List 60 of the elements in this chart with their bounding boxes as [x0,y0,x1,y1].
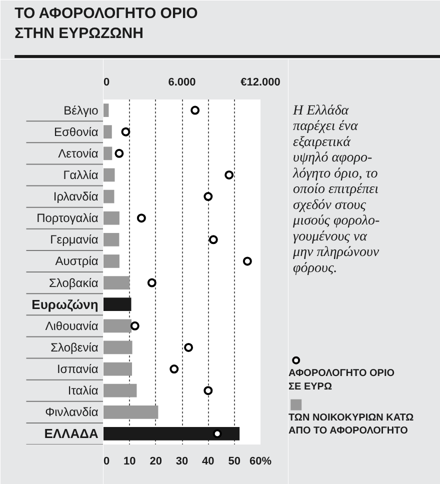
y-tick-label: Εσθονία [54,124,98,139]
x-tick-label: 30 [176,456,188,468]
legend-label: ΑΦΟΡΟΛΟΓΗΤΟ ΟΡΙΟ ΣΕ ΕΥΡΩ [288,368,395,392]
bar [104,384,137,398]
bar [104,319,132,333]
bar [104,104,109,117]
legend-label: ΤΩΝ ΝΟΙΚΟΚΥΡΙΩΝ ΚΑΤΩ ΑΠΟ ΤΟ ΑΦΟΡΟΛΟΓΗΤΟ [288,412,414,437]
point [204,386,213,396]
point [224,170,234,180]
point [147,278,156,288]
point [130,321,140,330]
x-tick-label: 60% [249,456,272,468]
y-tick-label: ΕΛΛΑΔΑ [44,426,99,442]
bar [104,190,114,204]
x2-tick-label: 6.000 [168,76,196,88]
point [170,364,179,374]
point [121,127,130,136]
x2-tick-label: €12.000 [240,76,280,88]
y-tick-label: Γαλλία [63,168,98,182]
x-tick-label: 50 [228,456,240,468]
chart-title: ΤΟ ΑΦΟΡΟΛΟΓΗΤΟ ΟΡΙΟ ΣΤΗΝ ΕΥΡΩΖΩΝΗ [14,5,198,42]
y-tick-label: Ισπανία [56,362,98,376]
x-tick-label: 40 [202,456,214,468]
point [184,342,194,352]
bar [104,146,112,160]
y-tick-label: Αυστρία [55,254,98,268]
y-tick-label: Ιταλία [68,384,98,398]
y-tick-label: Φινλανδία [45,405,98,420]
point [208,235,218,244]
point [212,429,222,438]
y-tick-label: Σλοβενία [50,340,98,354]
point [114,148,124,158]
bar [104,362,132,376]
point [204,192,213,202]
point [190,106,200,115]
point [136,214,146,223]
bar [104,168,115,182]
bar [104,427,240,440]
y-tick-label: Βέλγιο [64,103,99,118]
bar [104,405,158,419]
bar [104,125,112,139]
y-tick-label: Πορτογαλία [36,211,98,226]
x-tick-label: 10 [124,456,136,468]
bar [104,254,120,268]
y-tick-label: Ιρλανδία [53,190,98,204]
point [242,256,252,266]
bar [104,276,130,290]
y-tick-label: Λετονία [58,146,98,160]
bar [104,298,132,312]
y-tick-label: Ευρωζώνη [32,296,98,312]
y-tick-label: Λιθουανία [45,318,98,333]
x-tick-label: 0 [104,456,110,468]
x-tick-label: 20 [150,456,162,468]
x2-tick-label: 0 [104,76,110,88]
y-tick-label: Σλοβακία [48,276,98,290]
bar [104,211,120,225]
bar [104,340,132,354]
text: Η Ελλάδα παρέχει ένα εξαιρετικά υψηλό αφορο- λόγητο όριο, το οποίο επιτρέπει σχεδόν στους μισούς φορολο- γουμένους να μην πληρώνουν φόρους. [293,103,380,276]
y-tick-label: Γερμανία [50,232,98,247]
bar [104,232,120,246]
